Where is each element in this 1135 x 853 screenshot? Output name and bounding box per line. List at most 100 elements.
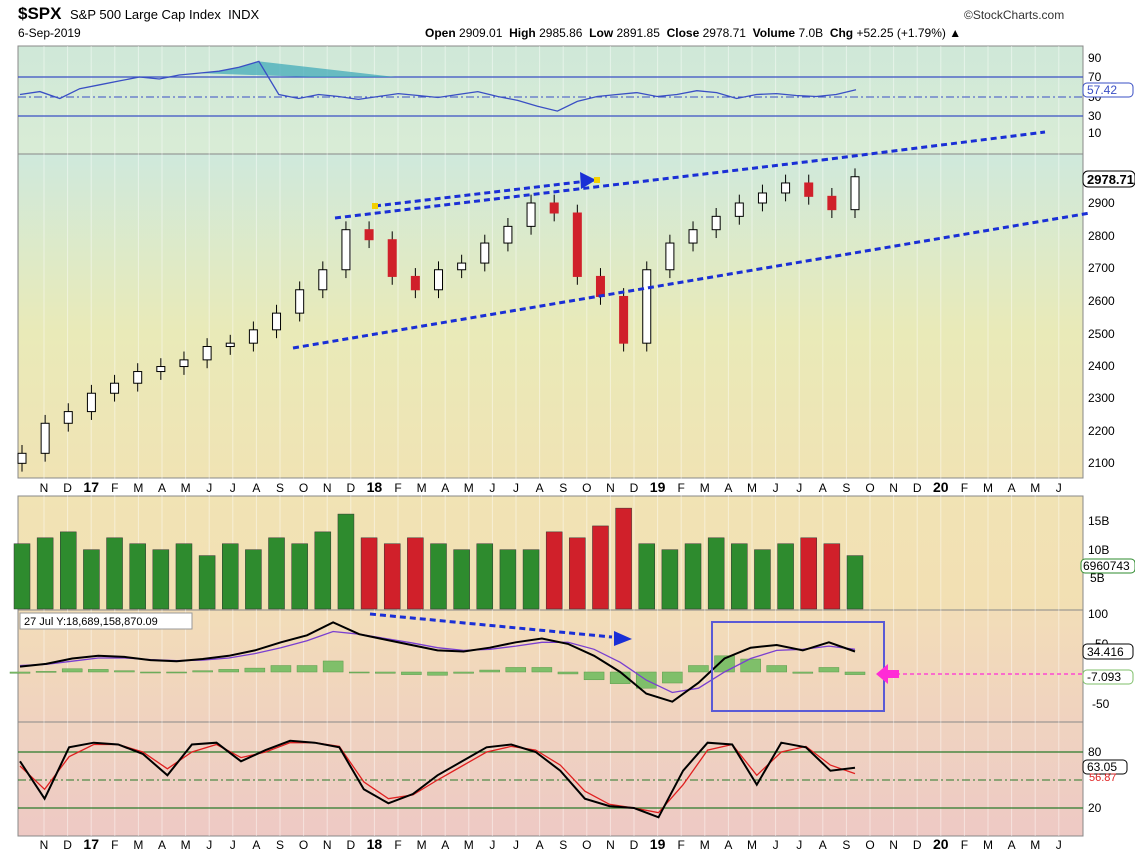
volume-bar — [60, 531, 77, 610]
x-tick-label: A — [252, 481, 260, 495]
x-tick-label: O — [299, 481, 308, 495]
x-tick-label: F — [678, 481, 685, 495]
volume-bar — [13, 543, 31, 610]
price-tick-2400: 2400 — [1088, 359, 1115, 373]
x-tick-label: 18 — [367, 479, 383, 495]
price-candle — [295, 289, 305, 314]
macd-histogram-bar — [375, 671, 396, 674]
x-tick-label: F — [394, 481, 401, 495]
price-candle — [179, 359, 189, 368]
x-tick-label: J — [206, 481, 212, 495]
macd-histogram-bar — [505, 667, 527, 673]
macd-histogram-bar — [270, 665, 292, 673]
short-trendline — [374, 178, 597, 208]
macd-histogram-bar — [453, 671, 474, 674]
macd-histogram-bar — [9, 671, 31, 674]
x-tick-label: 19 — [650, 836, 666, 852]
x-tick-label: N — [889, 481, 898, 495]
price-candle — [410, 275, 420, 291]
macd-histogram-bar — [244, 667, 266, 673]
volume-bar — [638, 543, 655, 610]
stoch-tick-80: 80 — [1088, 745, 1102, 759]
x-tick-label: M — [464, 838, 474, 852]
macd-value: 34.416 — [1087, 645, 1124, 659]
price-candle — [457, 262, 467, 271]
macd-histogram-bar — [662, 671, 683, 684]
x-tick-label: A — [252, 838, 260, 852]
volume-tick-5b: 5B — [1090, 571, 1105, 585]
rsi-tick-30: 30 — [1088, 109, 1102, 123]
rsi-value-flag — [1082, 82, 1134, 98]
volume-bar — [36, 537, 54, 610]
x-tick-label: A — [441, 481, 449, 495]
volume-tick-10b: 10B — [1088, 543, 1109, 557]
x-tick-label: J — [796, 481, 802, 495]
x-tick-label: O — [582, 838, 591, 852]
macd-histogram-bar — [766, 665, 787, 673]
x-tick-label: N — [606, 838, 615, 852]
upper-trendline — [334, 158, 823, 220]
x-tick-label: A — [819, 838, 827, 852]
price-value: 2978.71 — [1087, 172, 1134, 187]
price-candle — [17, 452, 27, 464]
volume-value: 6960743 — [1083, 559, 1130, 573]
x-tick-label: O — [865, 481, 874, 495]
x-tick-label: F — [961, 481, 968, 495]
macd-histogram-bar — [166, 671, 187, 674]
volume-value-flag — [1080, 558, 1135, 574]
price-candle — [734, 202, 744, 217]
volume-bar — [129, 543, 146, 610]
macd-histogram-bar — [557, 671, 579, 675]
price-tick-2200: 2200 — [1088, 424, 1115, 438]
macd-histogram-bar — [114, 670, 135, 673]
x-tick-label: J — [773, 481, 779, 495]
volume-bar — [83, 549, 100, 610]
macd-tick-neg50: -50 — [1092, 697, 1110, 711]
volume-bar — [291, 543, 308, 610]
x-tick-label: M — [747, 838, 757, 852]
x-tick-label: O — [582, 481, 591, 495]
x-tick-label: O — [865, 838, 874, 852]
price-candle — [110, 382, 120, 394]
volume-bar — [707, 537, 725, 610]
volume-bar — [754, 549, 771, 610]
macd-histogram-bar — [88, 669, 109, 673]
macd-panel — [17, 609, 1084, 723]
macd-line — [19, 621, 856, 703]
x-tick-label: 20 — [933, 836, 949, 852]
price-candle — [827, 195, 837, 211]
x-tick-label: S — [559, 481, 567, 495]
volume-bar — [383, 543, 401, 610]
x-tick-label: J — [1056, 838, 1062, 852]
stoch-d-line — [19, 742, 856, 814]
rsi-tick-90: 90 — [1088, 51, 1102, 65]
macd-value-flag — [1082, 643, 1134, 660]
macd-histogram-bar — [818, 667, 840, 673]
x-tick-label: J — [206, 838, 212, 852]
x-tick-label: J — [489, 481, 495, 495]
price-candle — [503, 225, 513, 244]
volume-bar — [592, 525, 609, 610]
price-candle — [225, 342, 235, 348]
price-candle — [526, 202, 536, 227]
macd-histogram-bar — [192, 670, 213, 673]
x-tick-label: S — [276, 481, 284, 495]
macd-histogram-bar — [140, 671, 161, 674]
x-tick-label: M — [181, 838, 191, 852]
x-tick-label: A — [441, 838, 449, 852]
index-name: S&P 500 Large Cap Index INDX — [70, 7, 260, 22]
rsi-panel — [17, 45, 1084, 155]
x-tick-label: M — [133, 838, 143, 852]
volume-bar — [661, 549, 679, 610]
x-tick-label: J — [513, 481, 519, 495]
x-tick-label: A — [158, 481, 166, 495]
macd-histogram-bar — [348, 671, 370, 674]
price-candle — [850, 176, 860, 211]
price-candle — [341, 229, 351, 271]
x-tick-label: J — [796, 838, 802, 852]
x-tick-label: 18 — [367, 836, 383, 852]
macd-divergence-arrow — [614, 631, 632, 646]
price-candle — [40, 422, 50, 454]
x-tick-label: N — [40, 838, 49, 852]
volume-bar — [569, 537, 586, 610]
